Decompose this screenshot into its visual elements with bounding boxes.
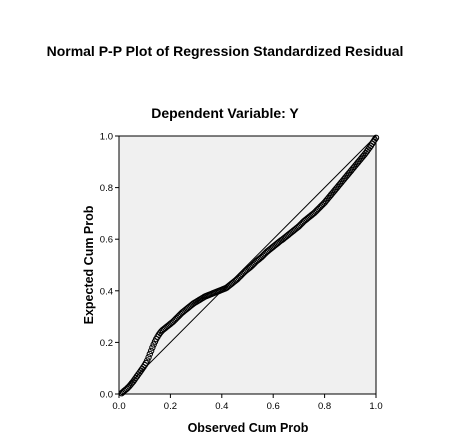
x-axis-label: Observed Cum Prob	[188, 421, 309, 435]
chart-subtitle: Dependent Variable: Y	[151, 105, 299, 121]
x-tick-label: 0.6	[267, 401, 280, 412]
data-point	[146, 350, 154, 358]
data-point	[149, 344, 156, 351]
x-tick-label: 0.0	[112, 401, 125, 412]
y-tick-label: 0.4	[100, 286, 113, 297]
data-point	[372, 134, 380, 142]
y-tick-label: 1.0	[100, 132, 113, 143]
data-point	[145, 354, 152, 361]
x-tick-label: 1.0	[369, 401, 382, 412]
data-point	[147, 347, 155, 355]
y-axis-label: Expected Cum Prob	[82, 205, 96, 324]
y-tick-label: 0.8	[100, 183, 113, 194]
x-tick-label: 0.2	[164, 401, 177, 412]
points-layer	[118, 134, 380, 397]
y-tick-label: 0.6	[100, 235, 113, 246]
data-point	[144, 357, 151, 364]
reference-line	[118, 135, 377, 395]
x-tick-label: 0.4	[215, 401, 228, 412]
ticks-layer: 0.0 0.2 0.4 0.6 0.8 1.0 0.0 0.2 0.4 0.6 0.8 1.0	[100, 132, 383, 413]
y-tick-label: 0.0	[100, 390, 113, 401]
y-tick-label: 0.2	[100, 338, 113, 349]
data-point	[371, 136, 378, 143]
x-tick-label: 0.8	[318, 401, 331, 412]
chart-title: Normal P-P Plot of Regression Standardiz…	[47, 43, 404, 59]
